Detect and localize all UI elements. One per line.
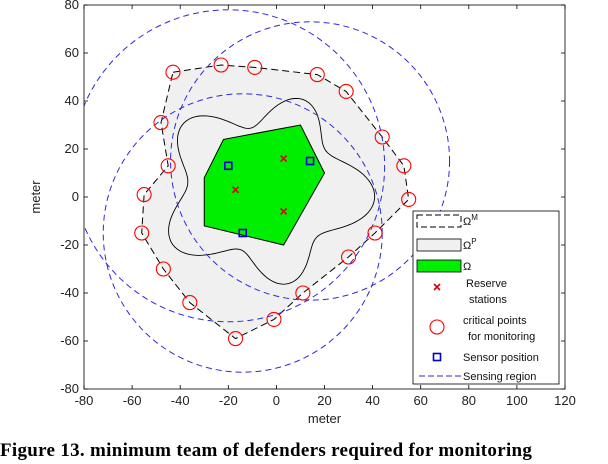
x-axis-label: meter (308, 411, 342, 426)
x-tick-label: -80 (75, 393, 94, 408)
y-axis-label: meter (28, 180, 43, 214)
sensing-region-circle (84, 9, 386, 323)
y-tick-label: 40 (65, 93, 79, 108)
legend-label: Ω (463, 261, 471, 273)
legend-swatch-omega-p (416, 238, 462, 252)
x-tick-label: 120 (554, 393, 576, 408)
critical-point-marker (160, 158, 176, 174)
sensor-position-marker (305, 156, 315, 166)
critical-point-marker (340, 249, 357, 265)
x-tick-label: 60 (413, 393, 427, 408)
critical-point-marker (136, 187, 152, 203)
reserve-station-marker (231, 186, 240, 194)
critical-point-marker (374, 129, 390, 145)
critical-point-marker (182, 295, 198, 311)
critical-point-marker (213, 57, 229, 73)
legend-label: critical points (463, 315, 527, 327)
axes: -80 -60 -40 -20 0 20 40 60 80 100 120 80 60 40 20 0 -20 -… (28, 0, 576, 426)
legend-label: Reserve (466, 278, 507, 290)
critical-point-marker (266, 311, 282, 327)
legend-swatch-reserve (433, 283, 441, 291)
legend-swatch-omega-m (416, 214, 462, 228)
y-tick-label: -20 (60, 237, 79, 252)
critical-point-marker (401, 191, 417, 207)
y-tick-label: -80 (60, 381, 79, 396)
legend-label: ΩM (463, 213, 478, 228)
legend-label: ΩP (463, 237, 477, 252)
y-tick-label: -40 (60, 285, 79, 300)
reserve-station-marker (280, 207, 288, 215)
critical-point-marker (309, 67, 325, 83)
chart: -80 -60 -40 -20 0 20 40 60 80 100 120 80 60 40 20 0 -20 -… (28, 0, 576, 426)
reserve-station-marker (280, 155, 288, 163)
y-tick-label: 20 (65, 141, 79, 156)
legend-label: stations (469, 294, 507, 306)
sensing-region-circle (170, 21, 451, 301)
x-tick-label: -40 (171, 393, 190, 408)
legend-swatch-omega (416, 259, 462, 273)
legend-label: Sensor position (463, 352, 539, 364)
critical-point-marker (155, 261, 171, 277)
legend-swatch-sensor (432, 352, 442, 362)
y-tick-label: 60 (65, 45, 79, 60)
legend-label: for monitoring (468, 331, 535, 343)
sensor-position-marker (238, 228, 248, 238)
y-tick-label: 80 (65, 0, 79, 12)
critical-point-marker (227, 331, 244, 347)
x-tick-label: 40 (365, 393, 379, 408)
critical-point-marker (247, 59, 263, 75)
critical-point-marker (396, 158, 412, 174)
critical-point-marker (134, 225, 150, 241)
figure-caption: Figure 13. minimum team of defenders req… (0, 440, 533, 461)
x-tick-label: 100 (506, 393, 528, 408)
critical-point-marker (165, 64, 181, 80)
x-tick-label: 0 (273, 393, 280, 408)
critical-point-marker (367, 225, 383, 241)
legend: ΩM ΩP Ω Reserve stations critical points for m… (412, 210, 560, 385)
legend-label: Sensing region (463, 371, 536, 383)
legend-swatch-critical (429, 319, 445, 335)
x-tick-label: -60 (123, 393, 142, 408)
critical-point-marker (153, 115, 169, 131)
omega-region (203, 124, 326, 246)
x-tick-label: 80 (462, 393, 476, 408)
x-tick-label: 20 (317, 393, 331, 408)
critical-point-marker (338, 83, 354, 99)
plot-area (84, 9, 451, 373)
sensor-position-marker (224, 161, 233, 171)
x-tick-label: -20 (219, 393, 238, 408)
y-tick-label: 0 (72, 189, 79, 204)
critical-point-marker (295, 285, 311, 301)
y-tick-label: -60 (60, 333, 79, 348)
